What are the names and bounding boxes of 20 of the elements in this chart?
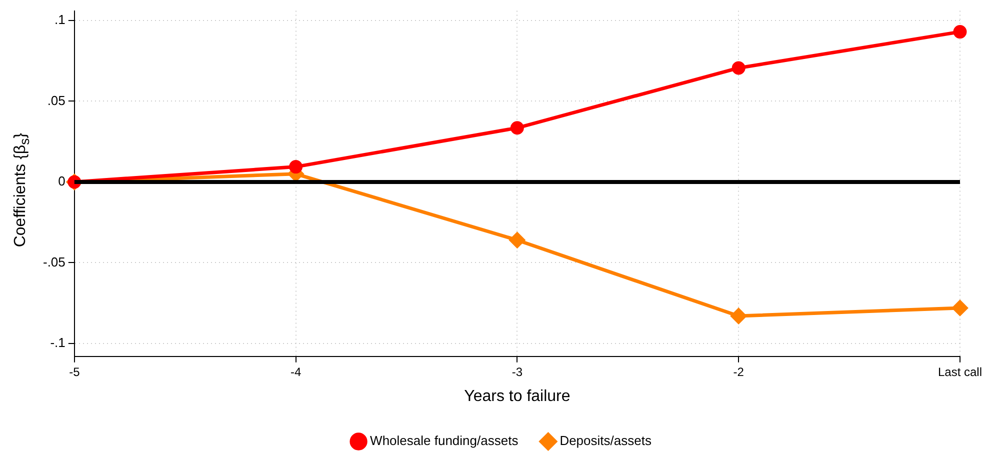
point (732, 61, 746, 75)
x-tick-label: -2 (733, 364, 744, 379)
y-tick-label: 0 (58, 174, 66, 189)
x-tick-label: -4 (290, 364, 302, 379)
x-tick-label: -3 (512, 364, 523, 379)
point (509, 232, 525, 248)
y-tick-label: .05 (47, 92, 66, 108)
point (952, 300, 968, 316)
x-tick-label: Last call (938, 364, 982, 379)
point (730, 308, 746, 324)
legend-label: Deposits/assets (560, 433, 652, 448)
y-tick-label: -.1 (50, 335, 66, 350)
y-tick-label: -.05 (42, 254, 66, 270)
legend-label: Wholesale funding/assets (370, 433, 519, 448)
point (953, 25, 967, 39)
x-tick-label: -5 (69, 364, 80, 379)
point (510, 121, 524, 135)
x-axis-title: Years to failure (464, 388, 570, 405)
y-tick-label: .1 (54, 12, 66, 28)
point (289, 160, 303, 174)
